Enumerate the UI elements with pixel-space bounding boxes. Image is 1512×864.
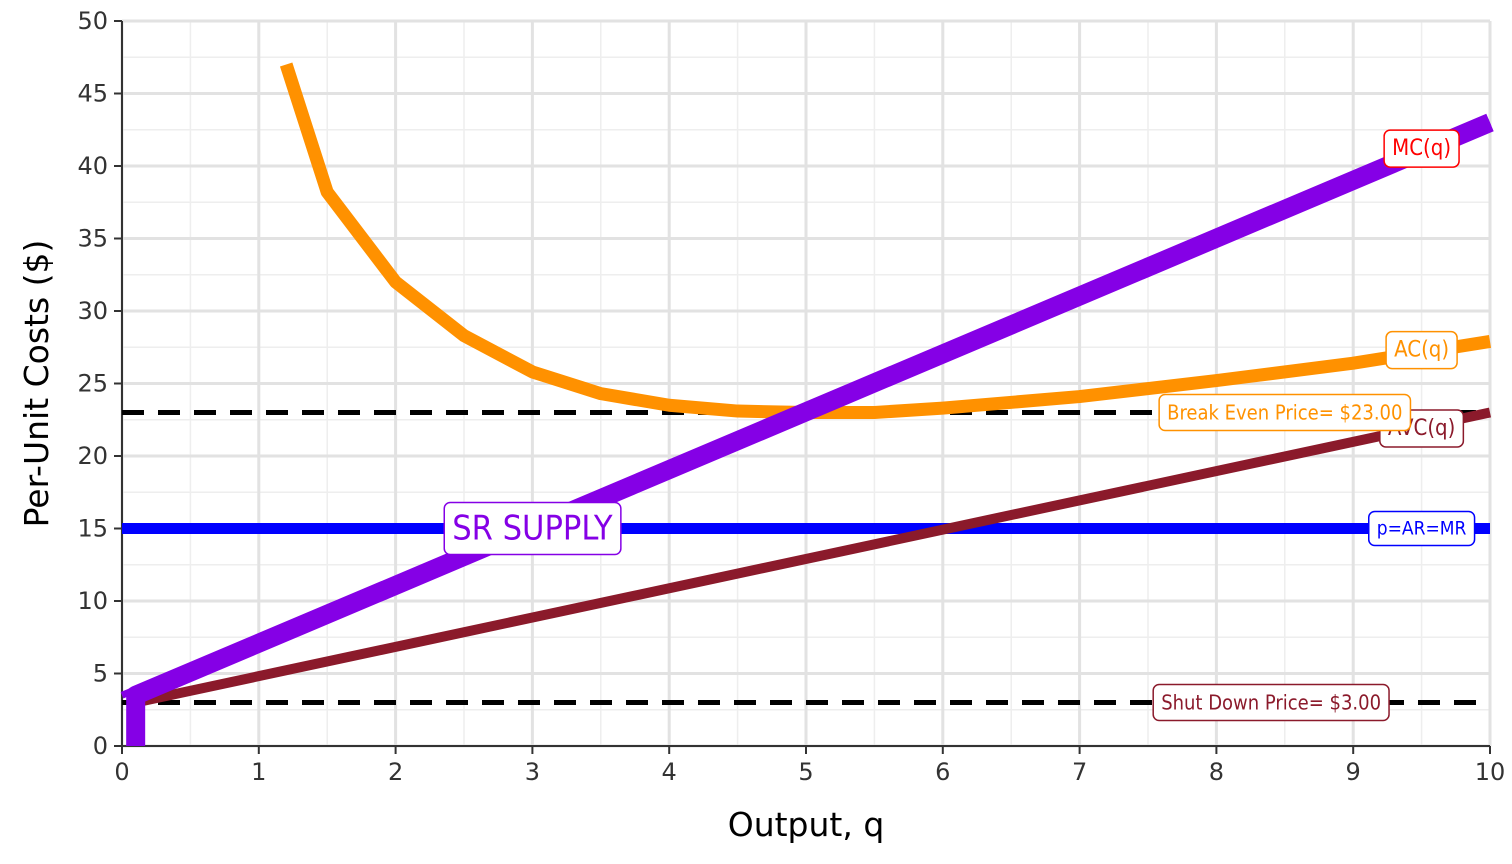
label-text: p=AR=MR [1377,518,1467,540]
x-axis-title: Output, q [728,805,885,844]
label-box [1383,129,1460,168]
y-tick-label: 10 [77,587,108,615]
reference-label: Break Even Price= $23.00 [1158,393,1412,432]
y-tick-label: 20 [77,442,108,470]
label-text: MC(q) [1392,136,1451,161]
x-tick-label: 2 [388,758,403,786]
y-tick-label: 25 [77,370,108,398]
label-box [1152,683,1390,722]
y-tick-label: 5 [93,660,108,688]
y-tick-label: 15 [77,515,108,543]
y-axis-title: Per-Unit Costs ($) [17,240,56,528]
y-tick-label: 40 [77,152,108,180]
y-tick-label: 0 [93,732,108,760]
x-tick-label: 1 [251,758,266,786]
label-box [1367,510,1476,547]
label-text: Break Even Price= $23.00 [1167,401,1402,425]
y-tick-label: 45 [77,80,108,108]
x-tick-label: 5 [798,758,813,786]
label-box [1158,393,1412,432]
x-tick-label: 4 [662,758,677,786]
x-tick-label: 6 [935,758,950,786]
annotation-label: MC(q) [1383,129,1460,168]
x-tick-label: 8 [1209,758,1224,786]
x-tick-label: 0 [114,758,129,786]
annotation-label: SR SUPPLY [443,501,622,556]
series-layer [120,62,1494,746]
label-text: AC(q) [1394,338,1449,363]
label-text: Shut Down Price= $3.00 [1161,691,1381,715]
reference-label: Shut Down Price= $3.00 [1152,683,1390,722]
series-line [279,62,1492,419]
series-line [134,407,1492,708]
annotation-label: AC(q) [1385,330,1458,370]
x-tick-label: 3 [525,758,540,786]
label-box [1385,330,1458,370]
label-text: SR SUPPLY [452,509,613,549]
y-tick-label: 30 [77,297,108,325]
x-tick-label: 9 [1346,758,1361,786]
x-tick-label: 7 [1072,758,1087,786]
label-box [443,501,622,556]
annotation-label: p=AR=MR [1367,510,1476,547]
grid [120,19,1492,748]
y-tick-label: 50 [77,7,108,35]
y-tick-label: 35 [77,225,108,253]
x-tick-label: 10 [1475,758,1506,786]
series-line [126,113,1494,746]
